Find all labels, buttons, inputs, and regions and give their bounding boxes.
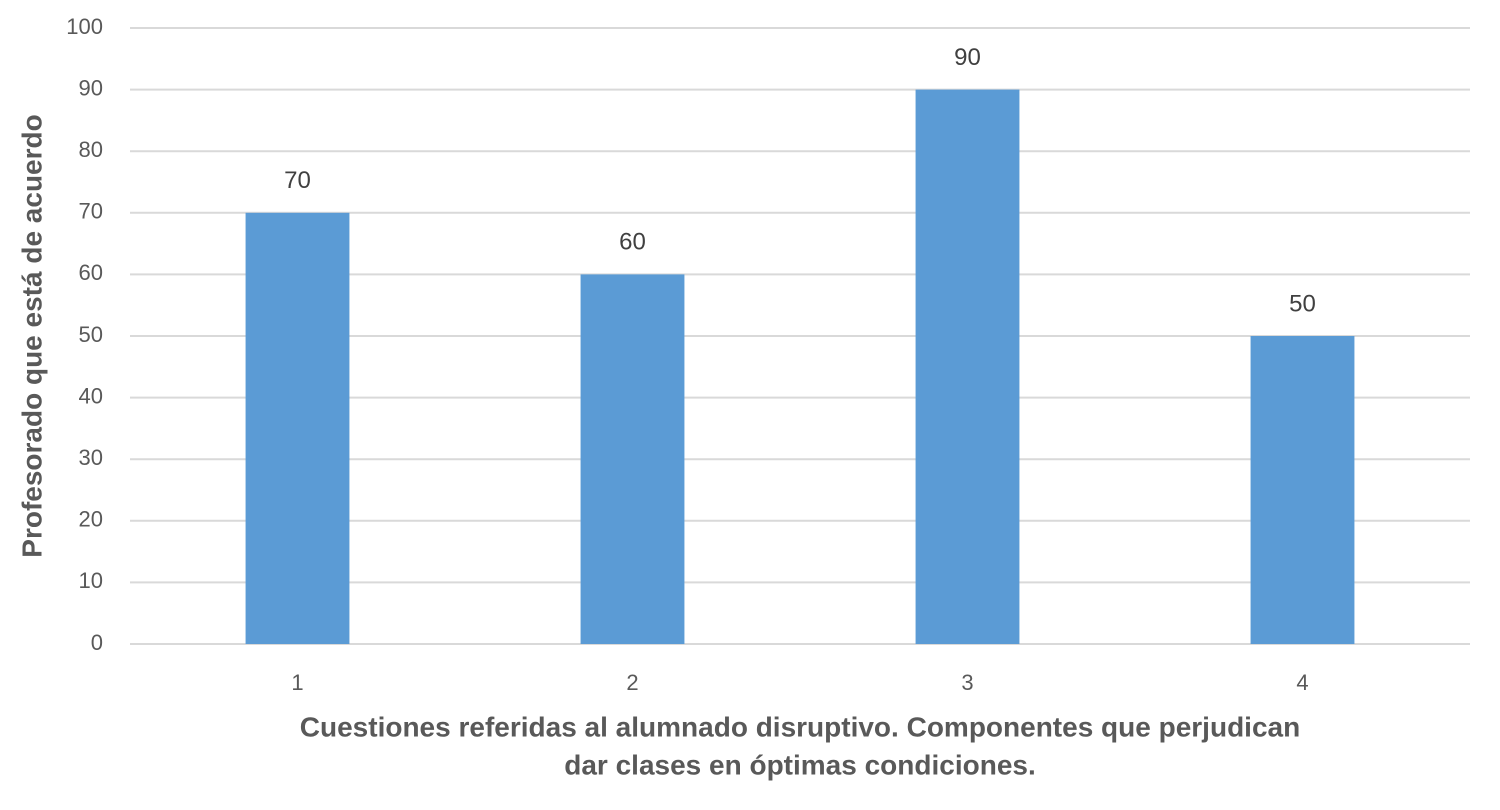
- x-tick-label: 1: [291, 670, 303, 695]
- data-label: 50: [1289, 290, 1316, 317]
- x-tick-label: 2: [626, 670, 638, 695]
- y-tick-label: 70: [79, 199, 103, 224]
- bar: [1250, 336, 1355, 644]
- x-tick-label: 3: [961, 670, 973, 695]
- y-tick-label: 10: [79, 568, 103, 593]
- y-tick-label: 60: [79, 260, 103, 285]
- y-tick-label: 0: [91, 630, 103, 655]
- y-tick-label: 90: [79, 75, 103, 100]
- bar: [580, 274, 685, 644]
- x-axis-title: Cuestiones referidas al alumnado disrupt…: [300, 711, 1300, 742]
- y-tick-label: 20: [79, 507, 103, 532]
- y-axis-title: Profesorado que está de acuerdo: [16, 114, 47, 557]
- bar: [245, 212, 350, 645]
- data-label: 70: [284, 167, 311, 194]
- x-tick-label: 4: [1296, 670, 1308, 695]
- y-tick-label: 100: [66, 14, 103, 39]
- data-label: 60: [619, 229, 646, 256]
- y-tick-label: 30: [79, 445, 103, 470]
- y-tick-label: 50: [79, 322, 103, 347]
- y-tick-label: 80: [79, 137, 103, 162]
- y-tick-label: 40: [79, 383, 103, 408]
- data-label: 90: [954, 44, 981, 71]
- x-axis-title: dar clases en óptimas condiciones.: [564, 749, 1036, 780]
- bar: [915, 89, 1020, 645]
